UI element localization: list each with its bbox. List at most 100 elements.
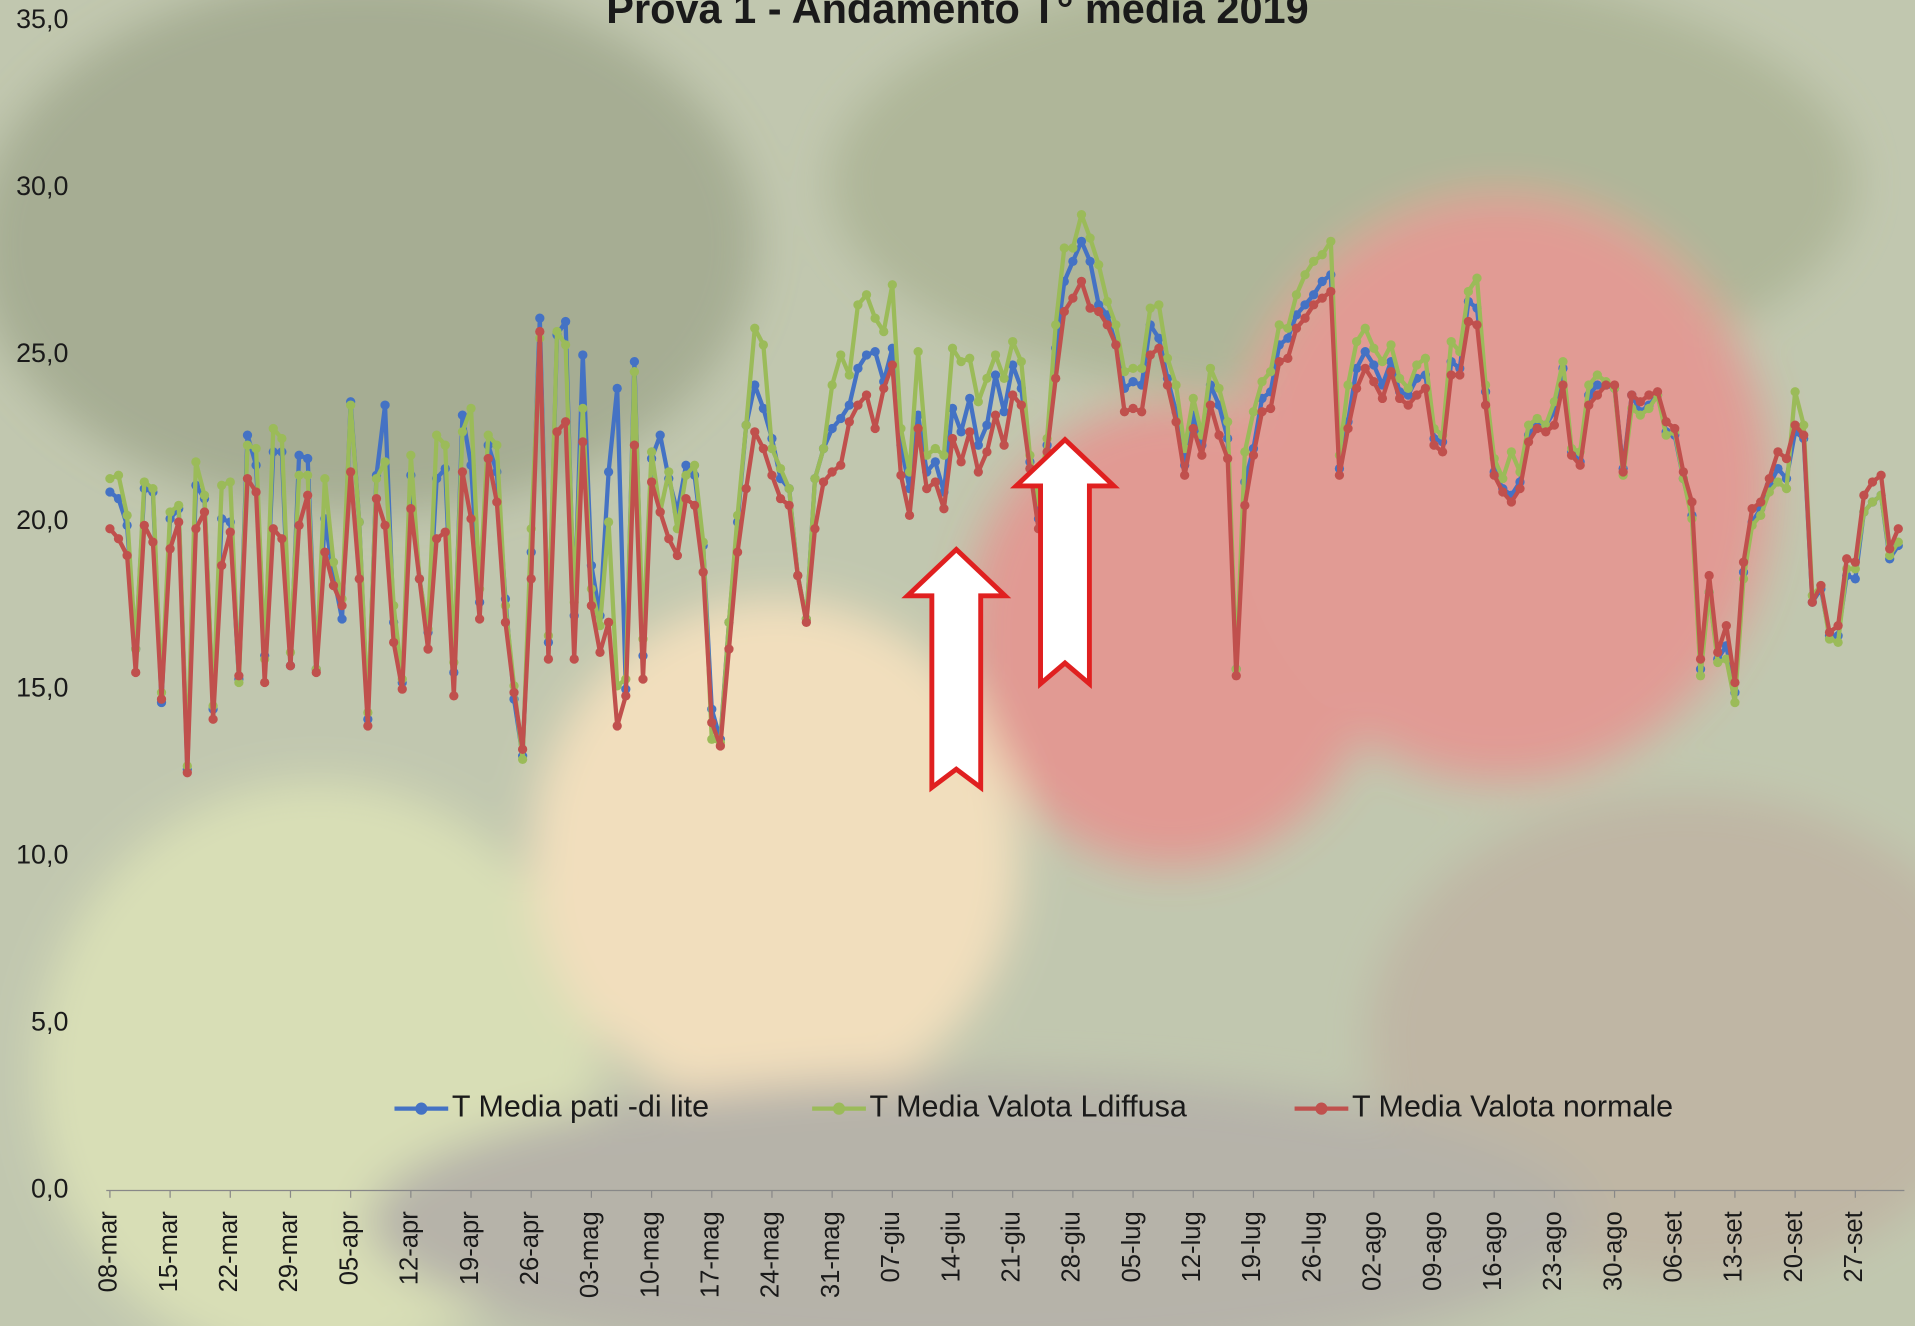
point — [862, 390, 871, 399]
point — [475, 614, 484, 623]
point — [389, 638, 398, 647]
x-tick-label: 05-apr — [335, 1211, 363, 1286]
x-tick-label: 16-ago — [1479, 1211, 1507, 1291]
point — [1068, 243, 1077, 252]
point — [1077, 210, 1086, 219]
x-tick-label: 26-apr — [516, 1211, 544, 1286]
point — [165, 544, 174, 553]
point — [879, 327, 888, 336]
point — [1833, 621, 1842, 630]
point — [785, 501, 794, 510]
point — [1257, 407, 1266, 416]
x-tick-label: 26-lug — [1298, 1211, 1326, 1282]
legend-marker — [415, 1103, 427, 1115]
point — [1386, 367, 1395, 376]
y-tick-label: 20,0 — [16, 505, 68, 535]
point — [432, 431, 441, 440]
point — [1558, 357, 1567, 366]
point — [931, 477, 940, 486]
point — [724, 644, 733, 653]
point — [260, 678, 269, 687]
point — [1799, 431, 1808, 440]
point — [1154, 300, 1163, 309]
point — [441, 527, 450, 536]
point — [286, 661, 295, 670]
point — [355, 574, 364, 583]
point — [243, 474, 252, 483]
point — [888, 280, 897, 289]
point — [1412, 360, 1421, 369]
point — [1326, 237, 1335, 246]
point — [1103, 320, 1112, 329]
point — [1171, 417, 1180, 426]
point — [1653, 387, 1662, 396]
point — [1017, 400, 1026, 409]
point — [845, 417, 854, 426]
point — [1085, 304, 1094, 313]
point — [1214, 384, 1223, 393]
point — [243, 431, 252, 440]
point — [1300, 270, 1309, 279]
point — [913, 347, 922, 356]
point — [277, 434, 286, 443]
point — [828, 424, 837, 433]
point — [707, 718, 716, 727]
point — [862, 290, 871, 299]
point — [974, 467, 983, 476]
point — [578, 437, 587, 446]
point — [1808, 598, 1817, 607]
point — [1343, 380, 1352, 389]
point — [492, 441, 501, 450]
point — [1816, 581, 1825, 590]
point — [544, 654, 553, 663]
point — [1094, 260, 1103, 269]
point — [1404, 400, 1413, 409]
x-tick-label: 23-ago — [1539, 1211, 1567, 1291]
point — [870, 424, 879, 433]
point — [1111, 320, 1120, 329]
point — [1223, 454, 1232, 463]
point — [1498, 487, 1507, 496]
point — [1017, 357, 1026, 366]
point — [1868, 477, 1877, 486]
point — [742, 484, 751, 493]
point — [1619, 467, 1628, 476]
point — [432, 534, 441, 543]
point — [1300, 314, 1309, 323]
point — [1868, 497, 1877, 506]
x-tick-label: 02-ago — [1359, 1211, 1387, 1291]
point — [1472, 273, 1481, 282]
point — [226, 527, 235, 536]
point — [870, 347, 879, 356]
point — [131, 668, 140, 677]
point — [853, 300, 862, 309]
point — [1275, 357, 1284, 366]
point — [1232, 671, 1241, 680]
point — [1163, 354, 1172, 363]
point — [269, 424, 278, 433]
point — [1636, 397, 1645, 406]
point — [1765, 474, 1774, 483]
point — [965, 354, 974, 363]
point — [329, 581, 338, 590]
x-tick-label: 17-mag — [697, 1211, 725, 1298]
point — [294, 521, 303, 530]
point — [870, 314, 879, 323]
point — [1662, 431, 1671, 440]
point — [243, 441, 252, 450]
point — [1085, 233, 1094, 242]
point — [277, 534, 286, 543]
point — [1722, 621, 1731, 630]
point — [673, 551, 682, 560]
point — [1240, 501, 1249, 510]
point — [776, 494, 785, 503]
point — [269, 524, 278, 533]
point — [1318, 277, 1327, 286]
point — [1773, 447, 1782, 456]
point — [251, 487, 260, 496]
point — [690, 461, 699, 470]
x-tick-label: 27-set — [1840, 1211, 1868, 1282]
x-tick-label: 05-lug — [1118, 1211, 1146, 1282]
point — [458, 467, 467, 476]
point — [122, 511, 131, 520]
